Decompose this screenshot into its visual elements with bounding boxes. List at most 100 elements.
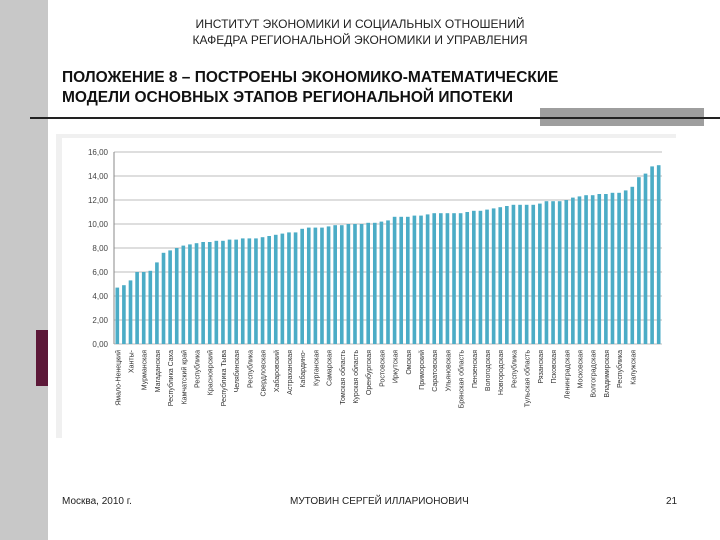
bar: [623, 190, 628, 344]
bar: [637, 177, 641, 344]
bar: [518, 204, 522, 344]
bar: [359, 224, 364, 344]
bar: [320, 227, 324, 344]
bar: [293, 232, 298, 344]
bar: [155, 262, 159, 344]
x-tick-label: Астраханская: [287, 350, 294, 395]
x-tick-label: Саратовская: [432, 350, 439, 392]
chart-area: 0,00 2,00 4,00 6,00 8,00 10,00 12,00 14,00 16,00…: [62, 138, 676, 438]
title-rule: [30, 117, 720, 119]
x-tick-label: Магаданская: [155, 350, 162, 393]
x-tick-label: Приморский: [418, 350, 426, 390]
bar: [505, 206, 509, 344]
footer-page-number: 21: [666, 496, 678, 507]
x-tick-label: Владимирская: [604, 350, 611, 398]
bar: [247, 238, 252, 344]
bar: [313, 227, 318, 344]
bar: [577, 196, 582, 344]
bar: [333, 225, 337, 344]
x-tick-label: Кабардино-: [299, 349, 307, 387]
bar: [379, 221, 384, 344]
bar: [214, 240, 219, 344]
bar: [339, 225, 344, 344]
bar: [161, 252, 166, 344]
bar: [280, 233, 285, 344]
bar: [478, 210, 483, 344]
bar: [425, 214, 430, 344]
bar: [221, 240, 225, 344]
bar: [524, 204, 529, 344]
bar: [372, 222, 377, 344]
x-tick-label: Калужская: [630, 350, 637, 385]
y-tick-label: 8,00: [92, 244, 108, 253]
x-tick-label: Самарская: [327, 350, 334, 386]
bar: [472, 210, 476, 344]
sidebar-accent-mark: [36, 330, 48, 386]
x-tick-label: Ростовская: [379, 350, 386, 387]
bar: [135, 272, 139, 344]
bar: [458, 213, 463, 344]
header-department: КАФЕДРА РЕГИОНАЛЬНОЙ ЭКОНОМИКИ И УПРАВЛЕ…: [192, 33, 528, 47]
x-tick-label: Брянская область: [458, 350, 466, 409]
y-tick-label: 0,00: [92, 340, 108, 349]
bar: [564, 200, 569, 344]
bar: [485, 209, 489, 344]
bar: [465, 212, 470, 344]
bar: [445, 213, 450, 344]
x-tick-label: Ханты-: [129, 349, 136, 373]
x-tick-label: Республика: [510, 350, 518, 388]
x-tick-label: Хабаровский: [273, 350, 281, 392]
bar: [300, 228, 304, 344]
bar: [326, 226, 331, 344]
bar: [115, 287, 120, 344]
bar: [188, 244, 192, 344]
bar: [617, 192, 621, 344]
bar: [630, 186, 635, 344]
x-tick-label: Томская область: [339, 350, 347, 405]
x-tick-label: Республика: [194, 350, 202, 388]
bar: [260, 237, 265, 344]
x-tick-label: Курганская: [313, 350, 320, 386]
bar: [174, 248, 179, 344]
bar: [531, 204, 536, 344]
bar: [234, 239, 238, 344]
x-tick-label: Республика Саха: [167, 350, 175, 406]
bar: [168, 250, 172, 344]
slide-title: ПОЛОЖЕНИЕ 8 – ПОСТРОЕНЫ ЭКОНОМИКО-МАТЕМА…: [62, 68, 682, 108]
bar: [148, 270, 153, 344]
x-tick-label: Камчатский край: [180, 350, 188, 404]
bar: [452, 213, 456, 344]
bar: [498, 207, 503, 344]
bar: [254, 238, 258, 344]
bar: [650, 166, 654, 344]
y-tick-label: 14,00: [88, 172, 109, 181]
x-tick-label: Вологодская: [485, 350, 492, 391]
x-tick-label: Тульская область: [524, 350, 532, 408]
bar: [201, 242, 205, 344]
bar: [557, 201, 562, 344]
x-tick-label: Красноярский: [207, 350, 215, 395]
x-tick-label: Ямало-Ненецкий: [114, 350, 122, 406]
bar: [128, 280, 133, 344]
x-tick-label: Пензенская: [472, 350, 479, 388]
x-tick-label: Республика Тыва: [220, 350, 228, 407]
y-tick-label: 10,00: [88, 220, 109, 229]
bar: [643, 173, 648, 344]
bar: [181, 245, 186, 344]
bar: [141, 272, 146, 344]
title-line-1: ПОЛОЖЕНИЕ 8 – ПОСТРОЕНЫ ЭКОНОМИКО-МАТЕМА…: [62, 69, 559, 86]
title-line-2: МОДЕЛИ ОСНОВНЫХ ЭТАПОВ РЕГИОНАЛЬНОЙ ИПОТ…: [62, 89, 514, 106]
bar: [571, 197, 575, 344]
y-tick-label: 16,00: [88, 148, 109, 157]
bar: [511, 204, 516, 344]
x-tick-label: Псковская: [551, 350, 558, 384]
x-tick-label: Волгоградская: [591, 350, 598, 398]
bar: [584, 195, 588, 344]
header-institute: ИНСТИТУТ ЭКОНОМИКИ И СОЦИАЛЬНЫХ ОТНОШЕНИ…: [195, 17, 525, 31]
bar: [207, 242, 212, 344]
bar: [604, 194, 608, 344]
bar: [273, 234, 278, 344]
bar: [227, 239, 232, 344]
bar: [590, 195, 595, 344]
bar: [610, 192, 615, 344]
